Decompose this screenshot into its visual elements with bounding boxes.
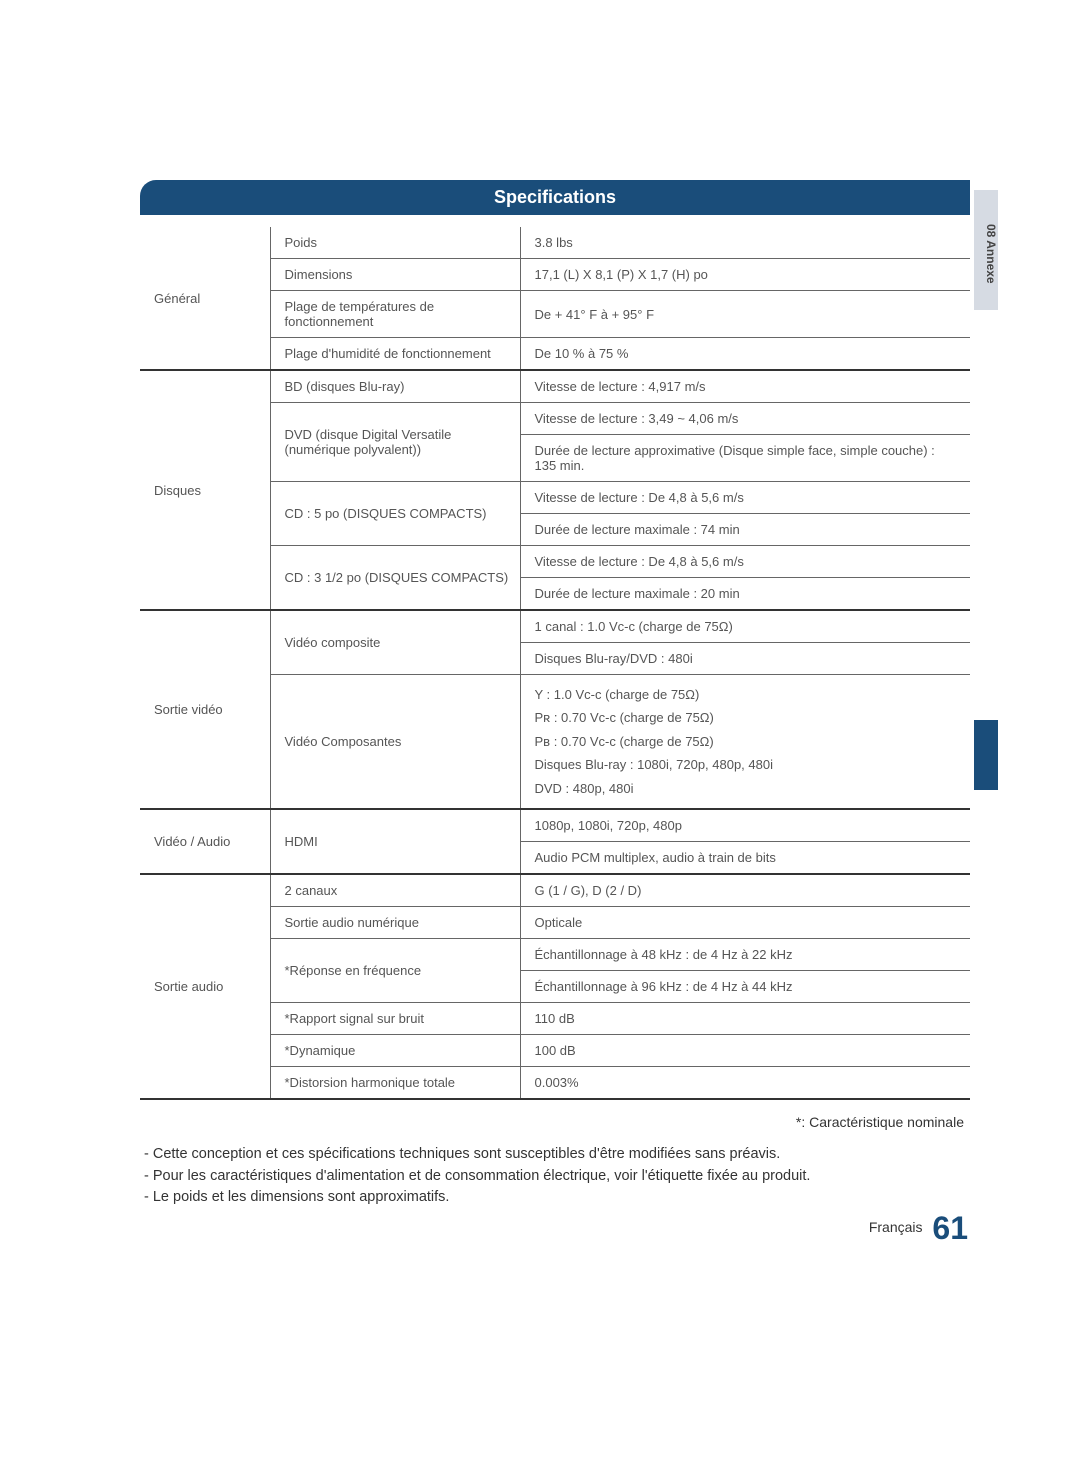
spec-label: Poids: [270, 227, 520, 259]
spec-value: Vitesse de lecture : 4,917 m/s: [520, 370, 970, 403]
spec-value: 0.003%: [520, 1066, 970, 1099]
note-item: - Le poids et les dimensions sont approx…: [140, 1187, 970, 1209]
category-disques: Disques: [140, 370, 270, 610]
spec-value: 17,1 (L) X 8,1 (P) X 1,7 (H) po: [520, 259, 970, 291]
spec-value: Durée de lecture approximative (Disque s…: [520, 435, 970, 482]
spec-value: Échantillonnage à 48 kHz : de 4 Hz à 22 …: [520, 938, 970, 970]
spec-value: 110 dB: [520, 1002, 970, 1034]
page-number: 61: [932, 1210, 968, 1246]
spec-value: De + 41° F à + 95° F: [520, 291, 970, 338]
spec-label: BD (disques Blu-ray): [270, 370, 520, 403]
spec-label: Plage d'humidité de fonctionnement: [270, 338, 520, 371]
spec-label: 2 canaux: [270, 874, 520, 907]
spec-value: Y : 1.0 Vc-c (charge de 75Ω)Pʀ : 0.70 Vc…: [520, 675, 970, 809]
spec-value: Vitesse de lecture : De 4,8 à 5,6 m/s: [520, 546, 970, 578]
spec-value: Échantillonnage à 96 kHz : de 4 Hz à 44 …: [520, 970, 970, 1002]
spec-value: 1080p, 1080i, 720p, 480p: [520, 809, 970, 842]
spec-label: Vidéo Composantes: [270, 675, 520, 809]
spec-value: G (1 / G), D (2 / D): [520, 874, 970, 907]
spec-label: CD : 3 1/2 po (DISQUES COMPACTS): [270, 546, 520, 611]
spec-label: *Réponse en fréquence: [270, 938, 520, 1002]
spec-value: 1 canal : 1.0 Vc-c (charge de 75Ω): [520, 610, 970, 643]
spec-value: Vitesse de lecture : 3,49 ~ 4,06 m/s: [520, 403, 970, 435]
spec-value: Durée de lecture maximale : 74 min: [520, 514, 970, 546]
spec-value: Vitesse de lecture : De 4,8 à 5,6 m/s: [520, 482, 970, 514]
page-content: Specifications Général Poids 3.8 lbs Dim…: [0, 0, 1080, 1209]
spec-value: De 10 % à 75 %: [520, 338, 970, 371]
spec-label: Plage de températures de fonctionnement: [270, 291, 520, 338]
spec-label: DVD (disque Digital Versatile (numérique…: [270, 403, 520, 482]
note-nominal: *: Caractéristique nominale: [140, 1114, 970, 1130]
spec-label: *Distorsion harmonique totale: [270, 1066, 520, 1099]
footer-lang: Français: [869, 1219, 923, 1235]
page-footer: Français 61: [869, 1210, 968, 1247]
note-item: - Pour les caractéristiques d'alimentati…: [140, 1166, 970, 1188]
spec-label: CD : 5 po (DISQUES COMPACTS): [270, 482, 520, 546]
category-sortie-video: Sortie vidéo: [140, 610, 270, 809]
specifications-table: Général Poids 3.8 lbs Dimensions 17,1 (L…: [140, 227, 970, 1100]
spec-label: *Rapport signal sur bruit: [270, 1002, 520, 1034]
notes-list: - Cette conception et ces spécifications…: [140, 1144, 970, 1209]
spec-label: *Dynamique: [270, 1034, 520, 1066]
spec-value: 3.8 lbs: [520, 227, 970, 259]
spec-value: Opticale: [520, 906, 970, 938]
spec-label: Sortie audio numérique: [270, 906, 520, 938]
section-header: Specifications: [140, 180, 970, 215]
spec-label: HDMI: [270, 809, 520, 874]
spec-value: Audio PCM multiplex, audio à train de bi…: [520, 841, 970, 874]
spec-value: Disques Blu-ray/DVD : 480i: [520, 643, 970, 675]
category-general: Général: [140, 227, 270, 370]
spec-value: Durée de lecture maximale : 20 min: [520, 578, 970, 611]
note-item: - Cette conception et ces spécifications…: [140, 1144, 970, 1166]
spec-label: Dimensions: [270, 259, 520, 291]
category-video-audio: Vidéo / Audio: [140, 809, 270, 874]
spec-label: Vidéo composite: [270, 610, 520, 675]
spec-value: 100 dB: [520, 1034, 970, 1066]
category-sortie-audio: Sortie audio: [140, 874, 270, 1099]
